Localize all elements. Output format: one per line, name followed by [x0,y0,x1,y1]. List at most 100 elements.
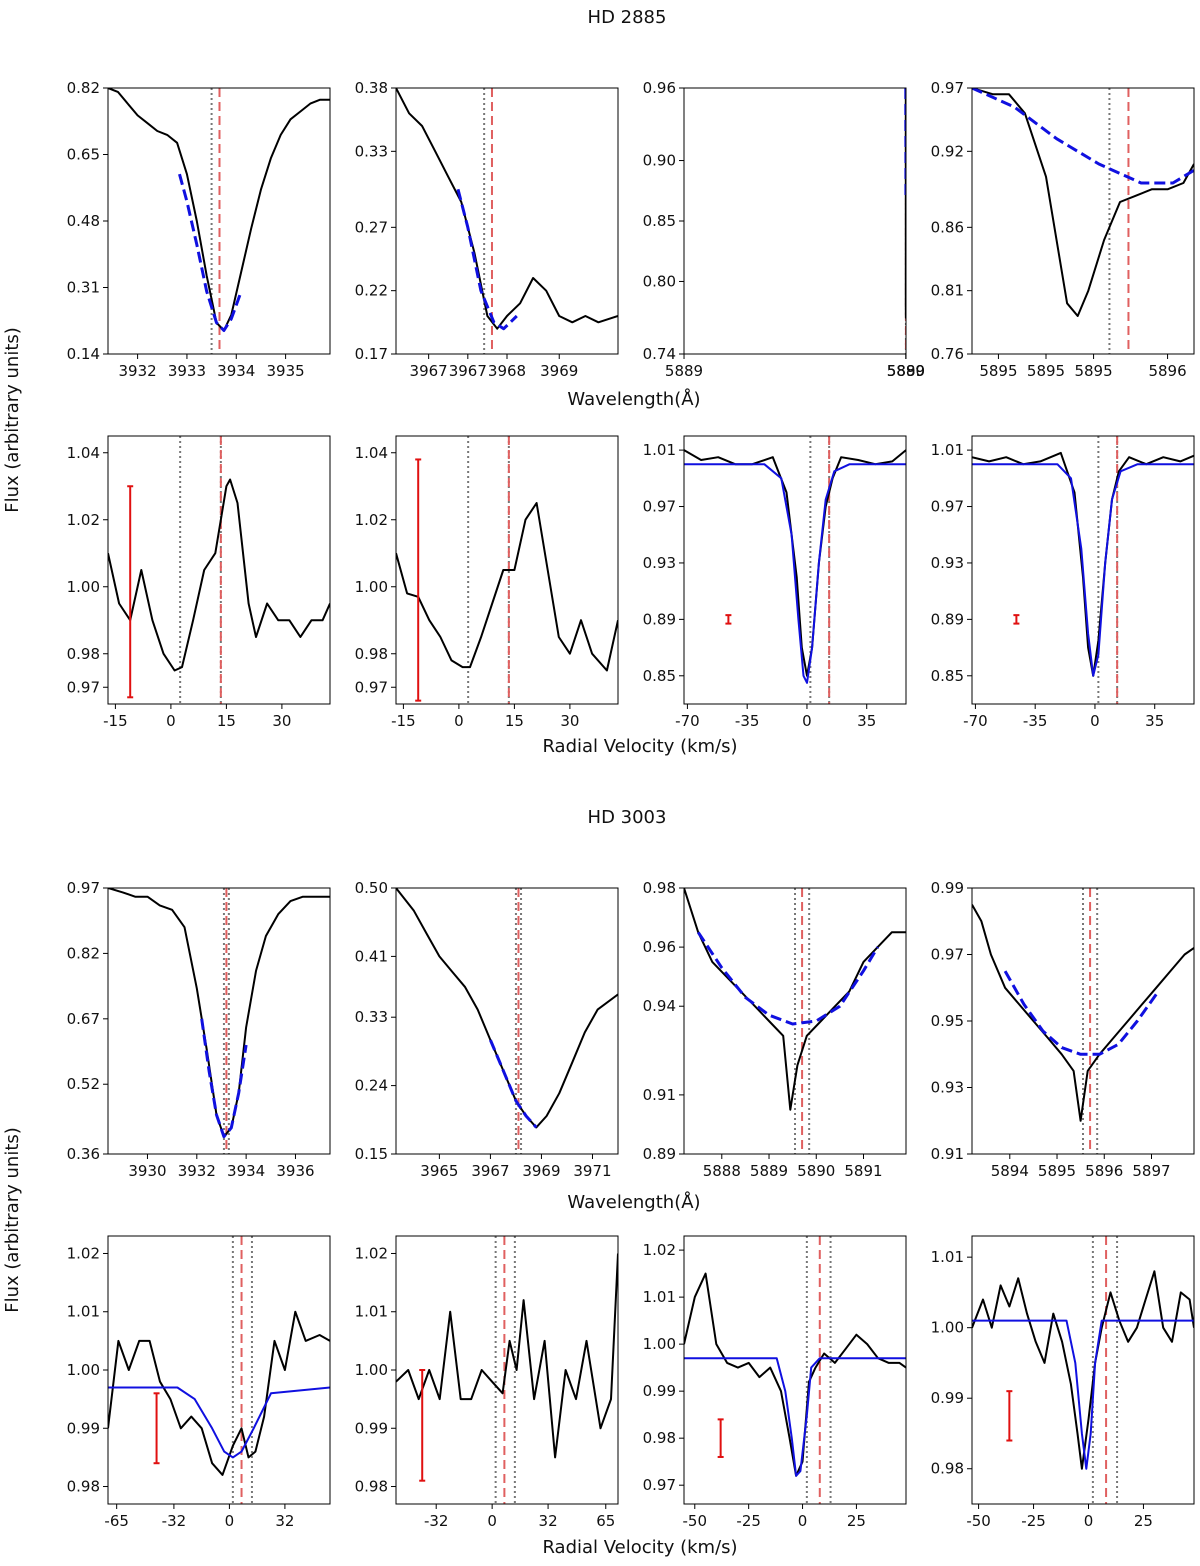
panel-11-x-tick-label-3: 5890 [797,1162,835,1180]
panel-4-spectrum-line [972,88,1194,317]
panel-11: 5888 5889 5890 5891 0.89 0.91 0.94 0.96 0.98 [643,879,907,1180]
panel-2-y-tick-label-4: 0.33 [355,142,388,160]
panel-1-x-tick-label-4: 3935 [267,362,305,380]
panel-9: 3930 3932 3934 3936 0.36 0.52 0.67 0.82 0.97 [67,879,331,1180]
panel-9-y-tick-label-2: 0.52 [67,1075,100,1093]
panel-10-y-tick-label-4: 0.41 [355,947,388,965]
panel-11-y-tick-label-1: 0.89 [643,1145,676,1163]
panel-1-y-tick-label-2: 0.31 [67,279,100,297]
panel-12-y-tick-label-2: 0.93 [931,1079,964,1097]
panel-16-y-tick-label-1: 0.98 [931,1460,964,1478]
panels: 3932 3933 3934 3935 0.14 0.31 0.48 0.65 0.82 3967… [67,79,1195,1530]
panel-11-y-tick-label-4: 0.96 [643,938,676,956]
panel-10-x-tick-label-1: 3965 [420,1162,458,1180]
panel-4-y-tick-label-5: 0.97 [931,79,964,97]
panel-8-y-tick-label-5: 1.01 [931,441,964,459]
panel-7-fit-line [684,463,906,684]
panel-15-x-tick-label-4: 25 [847,1512,866,1530]
panel-6-y-tick-label-1: 0.97 [355,678,388,696]
panel-7-x-tick-label-4: 35 [857,712,876,730]
panel-8-y-tick-label-2: 0.89 [931,610,964,628]
panel-6: -15 0 15 30 0.97 0.98 1.00 1.02 1.04 [355,435,619,730]
panel-12-x-tick-label-3: 5896 [1085,1162,1123,1180]
panel-1-x-tick-label-1: 3932 [119,362,157,380]
panel-1-x-tick-label-3: 3934 [217,362,255,380]
panel-5-y-tick-label-3: 1.00 [67,578,100,596]
panel-14-plot-area [396,1236,618,1504]
panel-8: -70 -35 0 35 0.85 0.89 0.93 0.97 1.01 [931,435,1195,730]
panel-1-x-tick-label-2: 3933 [168,362,206,380]
panel-2-x-tick-label-2: 3967 [449,362,487,380]
panel-16-plot-area [972,1236,1194,1504]
panel-13-y-tick-label-4: 1.01 [67,1303,100,1321]
panel-14-y-tick-label-3: 1.00 [355,1361,388,1379]
x-axis-title-wavelength-bottom: Wavelength(Å) [567,1191,700,1213]
panel-2-y-tick-label-3: 0.27 [355,218,388,236]
panel-16-y-tick-label-4: 1.01 [931,1248,964,1266]
panel-10-fit-line [489,1039,538,1129]
panel-9-y-tick-label-4: 0.82 [67,944,100,962]
panel-14-x-tick-label-3: 32 [539,1512,558,1530]
panel-12-spectrum-line [972,904,1194,1122]
panel-5-x-tick-label-4: 30 [272,712,291,730]
panel-7: -70 -35 0 35 0.85 0.89 0.93 0.97 1.01 [643,435,907,730]
panel-10-x-tick-label-2: 3967 [471,1162,509,1180]
panel-4-y-tick-label-4: 0.92 [931,142,964,160]
panel-4-frame [971,87,1195,355]
panel-1-y-tick-label-3: 0.48 [67,212,100,230]
panel-10-x-tick-label-3: 3969 [522,1162,560,1180]
panel-10-y-tick-label-5: 0.50 [355,879,388,897]
panel-15-y-tick-label-2: 0.98 [643,1429,676,1447]
panel-11-x-tick-label-2: 5889 [750,1162,788,1180]
panel-7-y-tick-label-2: 0.89 [643,610,676,628]
panel-1-y-tick-label-5: 0.82 [67,79,100,97]
panel-4-y-tick-label-2: 0.81 [931,282,964,300]
panel-2-x-tick-label-4: 3969 [540,362,578,380]
panel-2-spectrum-line [396,88,618,330]
panel-15-x-tick-label-1: -50 [683,1512,708,1530]
panel-14-x-tick-label-4: 65 [596,1512,615,1530]
panel-10-x-tick-label-4: 3971 [573,1162,611,1180]
panel-2-fit-line [456,188,518,331]
panel-6-spectrum-line [396,502,618,672]
panel-7-y-tick-label-5: 1.01 [643,441,676,459]
panel-6-frame [395,435,619,705]
panel-7-x-tick-label-3: 0 [802,712,812,730]
panel-2-plot-area [396,88,618,354]
panel-6-x-tick-label-3: 15 [505,712,524,730]
panel-7-y-tick-label-3: 0.93 [643,554,676,572]
panel-2-x-tick-label-1: 3967 [410,362,448,380]
panel-10-y-tick-label-3: 0.33 [355,1008,388,1026]
panel-9-x-tick-label-3: 3934 [227,1162,265,1180]
panel-13-x-tick-label-1: -65 [104,1512,129,1530]
panel-7-y-tick-label-1: 0.85 [643,667,676,685]
panel-11-y-tick-label-5: 0.98 [643,879,676,897]
panel-6-x-tick-label-2: 0 [454,712,464,730]
panel-6-plot-area [396,436,618,704]
panel-4-fit-line [972,88,1194,185]
panel-15-frame [683,1235,907,1505]
panel-13-fit-line [108,1386,330,1459]
panel-13-x-tick-label-4: 32 [275,1512,294,1530]
x-axis-title-wavelength-top: Wavelength(Å) [567,388,700,410]
panel-3-y-tick-label-5: 0.96 [643,79,676,97]
panel-8-y-tick-label-1: 0.85 [931,667,964,685]
panel-13-frame [107,1235,331,1505]
panel-1-spectrum-line [108,88,330,332]
panel-16-y-tick-label-3: 1.00 [931,1319,964,1337]
panel-10-plot-area [396,888,618,1154]
panel-6-y-tick-label-2: 0.98 [355,645,388,663]
panel-7-frame [683,435,907,705]
panel-15-y-tick-label-3: 0.99 [643,1382,676,1400]
panel-6-y-tick-label-4: 1.02 [355,511,388,529]
panel-16-y-tick-label-2: 0.99 [931,1389,964,1407]
panel-15-plot-area [684,1236,906,1504]
panel-1-fit-line [178,173,243,332]
panel-12-x-tick-label-4: 5897 [1132,1162,1170,1180]
panel-9-x-tick-label-2: 3932 [178,1162,216,1180]
panel-5-x-tick-label-3: 15 [217,712,236,730]
panel-3-frame [683,87,907,355]
panel-12-y-tick-label-1: 0.91 [931,1145,964,1163]
